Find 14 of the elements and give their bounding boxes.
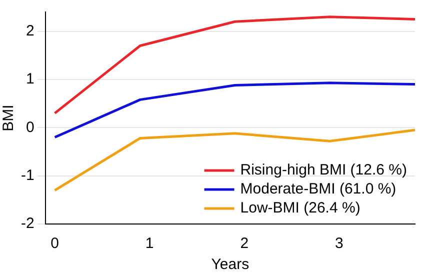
y-axis-title: BMI	[0, 104, 18, 132]
x-tick-label: 2	[240, 235, 249, 252]
x-tick-label: 0	[50, 235, 59, 252]
legend-label: Low-BMI (26.4 %)	[240, 200, 360, 217]
y-tick-label: 2	[26, 22, 34, 40]
x-tick-label: 1	[145, 235, 154, 252]
legend-label: Rising-high BMI (12.6 %)	[240, 162, 408, 179]
y-tick-label: 0	[26, 118, 34, 136]
legend-label: Moderate-BMI (61.0 %)	[240, 180, 396, 198]
y-tick-label: 1	[26, 70, 34, 88]
x-axis-title: Years	[211, 256, 250, 274]
x-tick-label: 3	[335, 235, 344, 252]
y-tick-label: -2	[20, 215, 34, 232]
y-tick-label: -1	[20, 166, 34, 184]
